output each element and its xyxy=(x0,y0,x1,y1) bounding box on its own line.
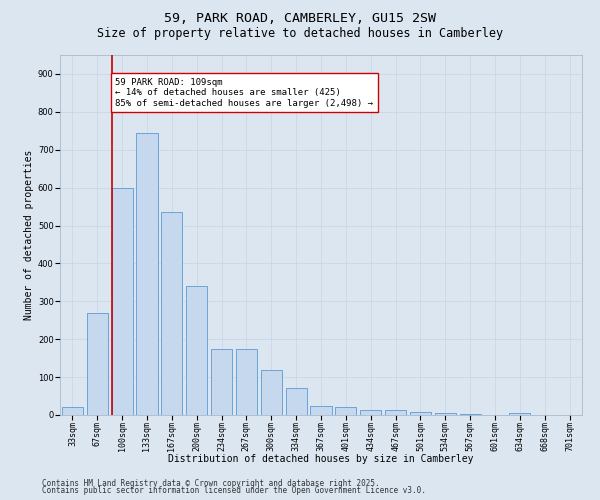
Bar xyxy=(385,410,406,415)
Bar xyxy=(161,212,182,415)
Bar xyxy=(360,410,381,415)
Bar xyxy=(509,413,530,415)
Bar xyxy=(435,413,456,415)
Bar xyxy=(261,370,282,415)
Bar xyxy=(286,388,307,415)
Bar xyxy=(335,408,356,415)
Y-axis label: Number of detached properties: Number of detached properties xyxy=(24,150,34,320)
Bar xyxy=(62,408,83,415)
Bar xyxy=(211,348,232,415)
Text: Contains HM Land Registry data © Crown copyright and database right 2025.: Contains HM Land Registry data © Crown c… xyxy=(42,478,380,488)
Bar xyxy=(236,348,257,415)
Bar xyxy=(310,406,332,415)
Text: Contains public sector information licensed under the Open Government Licence v3: Contains public sector information licen… xyxy=(42,486,426,495)
Bar xyxy=(460,414,481,415)
Text: 59 PARK ROAD: 109sqm
← 14% of detached houses are smaller (425)
85% of semi-deta: 59 PARK ROAD: 109sqm ← 14% of detached h… xyxy=(115,78,373,108)
Bar xyxy=(186,286,207,415)
X-axis label: Distribution of detached houses by size in Camberley: Distribution of detached houses by size … xyxy=(168,454,474,464)
Bar xyxy=(87,312,108,415)
Bar xyxy=(112,188,133,415)
Bar xyxy=(410,412,431,415)
Text: Size of property relative to detached houses in Camberley: Size of property relative to detached ho… xyxy=(97,28,503,40)
Bar xyxy=(136,132,158,415)
Text: 59, PARK ROAD, CAMBERLEY, GU15 2SW: 59, PARK ROAD, CAMBERLEY, GU15 2SW xyxy=(164,12,436,26)
